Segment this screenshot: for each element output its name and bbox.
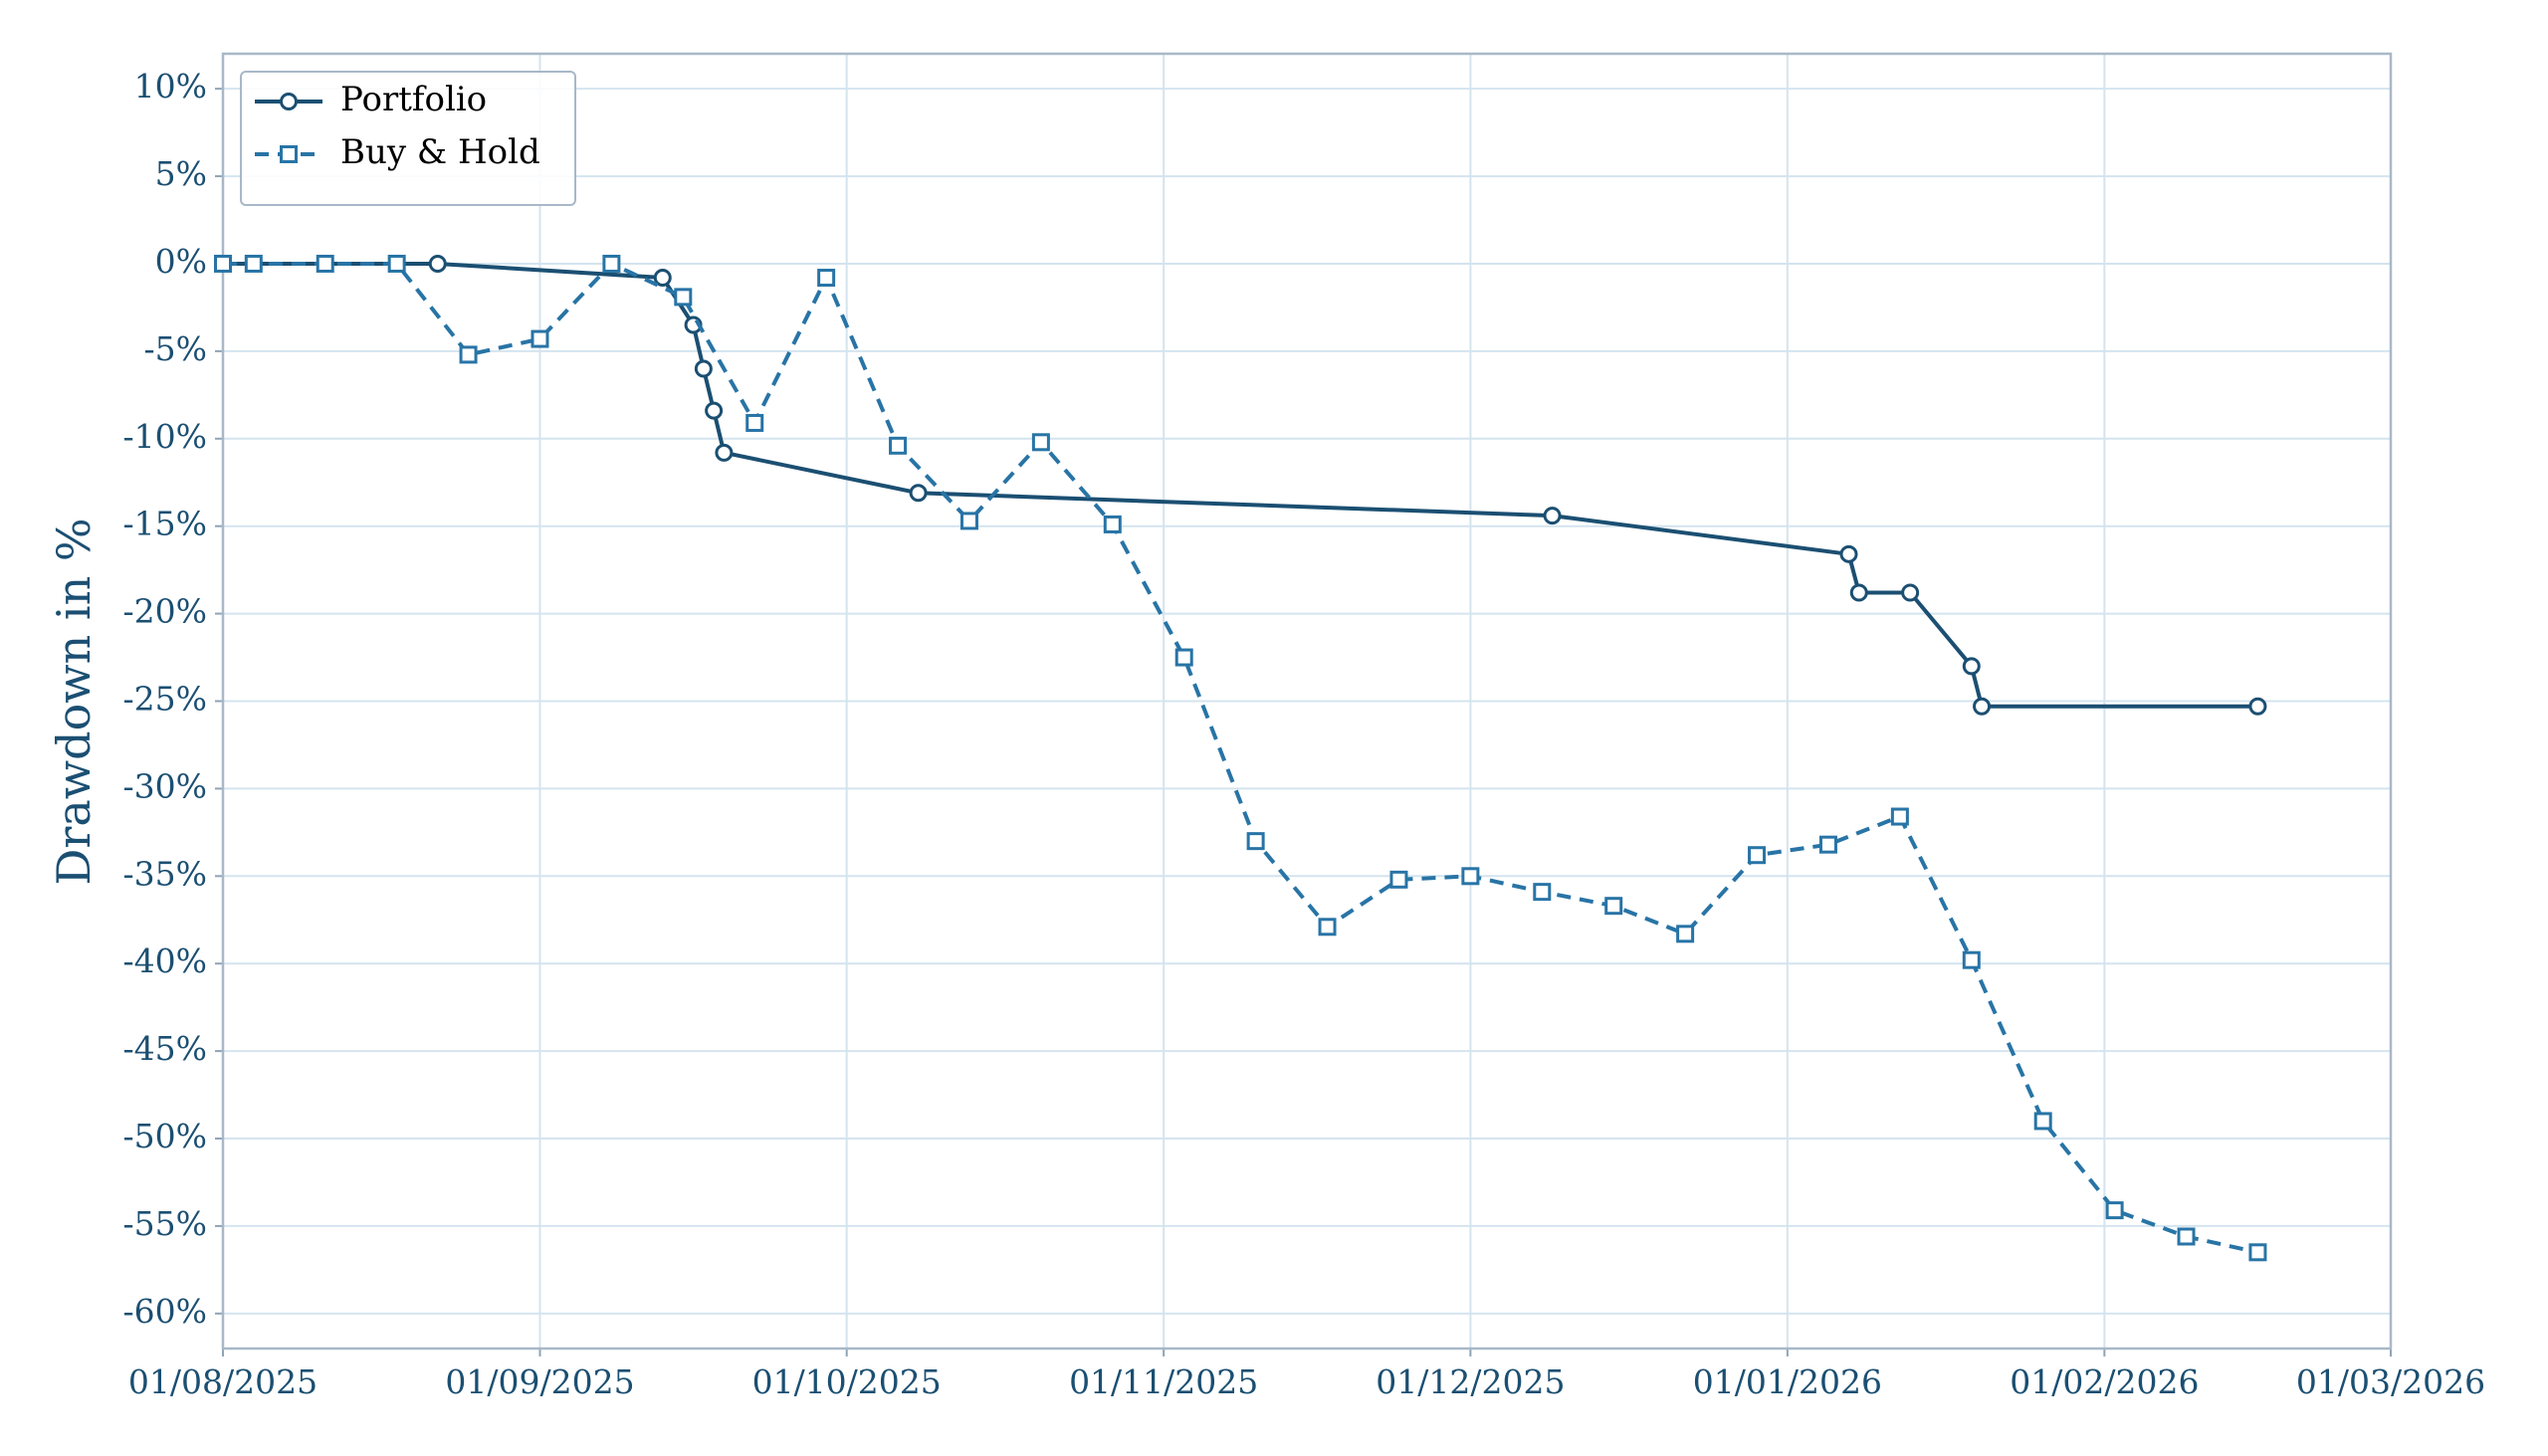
- data-point: [889, 436, 908, 455]
- legend-box: [240, 71, 576, 206]
- y-tick-label: -55%: [123, 1204, 208, 1243]
- data-point: [1901, 583, 1920, 602]
- legend-marker: [280, 93, 298, 110]
- data-point: [1604, 897, 1623, 916]
- data-point: [817, 269, 836, 288]
- x-tick-label: 01/02/2026: [2010, 1362, 2199, 1401]
- data-point: [2033, 1112, 2052, 1131]
- data-point: [1962, 950, 1981, 969]
- data-point: [674, 288, 693, 307]
- legend-label: Portfolio: [340, 80, 487, 119]
- y-tick-label: -35%: [123, 854, 208, 893]
- data-point: [705, 401, 724, 420]
- y-tick-label: -25%: [123, 680, 208, 719]
- y-tick-label: 5%: [155, 154, 207, 193]
- y-tick-label: -20%: [123, 592, 208, 631]
- series-line: [223, 261, 2258, 1255]
- data-point: [428, 254, 447, 273]
- data-point: [715, 443, 734, 462]
- data-point: [2105, 1201, 2124, 1220]
- x-tick-label: 01/10/2025: [752, 1362, 942, 1401]
- x-tick-label: 01/11/2025: [1069, 1362, 1258, 1401]
- x-tick-label: 01/08/2025: [128, 1362, 318, 1401]
- data-point: [2248, 1243, 2267, 1262]
- data-point: [909, 484, 928, 503]
- data-point: [1962, 657, 1981, 676]
- data-point: [459, 345, 478, 364]
- data-point: [694, 359, 713, 378]
- legend-label: Buy & Hold: [340, 132, 540, 172]
- data-point: [602, 254, 621, 273]
- data-point: [1543, 507, 1562, 525]
- data-point: [1533, 883, 1552, 902]
- data-point: [214, 254, 232, 273]
- data-point: [1031, 433, 1050, 452]
- data-point: [387, 254, 406, 273]
- x-tick-label: 01/03/2026: [2296, 1362, 2485, 1401]
- data-point: [1318, 918, 1337, 936]
- data-point: [316, 254, 334, 273]
- data-point: [1839, 544, 1858, 563]
- y-tick-label: -5%: [143, 329, 207, 368]
- y-axis-label: Drawdown in %: [47, 518, 101, 885]
- y-tick-label: -60%: [123, 1292, 208, 1331]
- data-point: [1849, 583, 1868, 602]
- data-point: [745, 413, 764, 432]
- x-tick-label: 01/01/2026: [1693, 1362, 1882, 1401]
- y-tick-label: -10%: [123, 417, 208, 456]
- legend-marker: [280, 145, 298, 163]
- y-tick-label: 10%: [134, 67, 207, 105]
- data-point: [531, 329, 549, 348]
- series-line: [223, 261, 2258, 709]
- data-point: [959, 512, 978, 530]
- y-tick-label: 0%: [155, 242, 207, 281]
- data-point: [1174, 648, 1193, 667]
- y-tick-label: -50%: [123, 1117, 208, 1155]
- data-point: [2248, 697, 2267, 716]
- data-point: [2177, 1227, 2196, 1246]
- y-tick-label: -45%: [123, 1029, 208, 1068]
- data-point: [244, 254, 263, 273]
- data-point: [1461, 867, 1480, 886]
- data-point: [1748, 846, 1767, 865]
- data-point: [1890, 807, 1909, 826]
- data-point: [1246, 832, 1265, 851]
- data-point: [1973, 697, 1992, 716]
- x-tick-label: 01/12/2025: [1376, 1362, 1565, 1401]
- plot-frame: [221, 52, 2393, 1351]
- y-tick-label: -15%: [123, 505, 208, 543]
- data-point: [1676, 925, 1695, 943]
- data-point: [1103, 515, 1122, 533]
- y-tick-label: -40%: [123, 941, 208, 980]
- data-point: [653, 269, 672, 288]
- data-point: [1818, 835, 1837, 854]
- y-tick-label: -30%: [123, 766, 208, 805]
- x-tick-label: 01/09/2025: [445, 1362, 634, 1401]
- data-point: [1389, 870, 1408, 889]
